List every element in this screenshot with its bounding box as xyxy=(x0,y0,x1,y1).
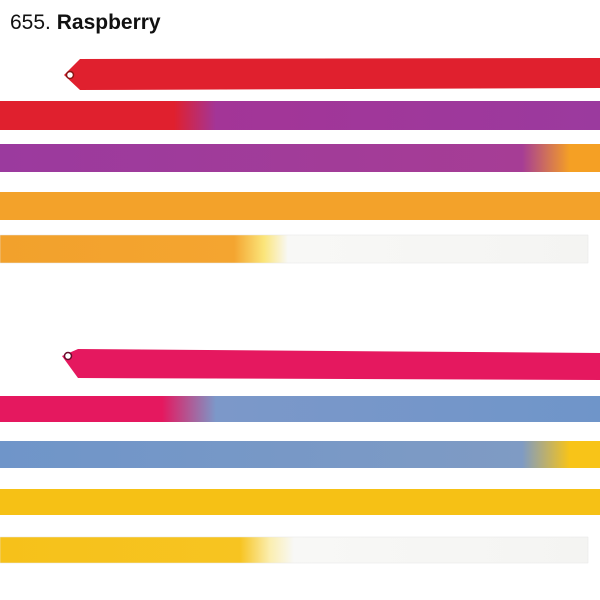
ribbon xyxy=(64,58,600,90)
ribbon xyxy=(0,536,589,564)
product-name: Raspberry xyxy=(56,11,161,34)
ribbon xyxy=(0,234,589,264)
ribbon xyxy=(62,349,600,380)
grommet xyxy=(63,351,73,361)
ribbon xyxy=(0,192,600,220)
product-number: 655. xyxy=(10,11,51,34)
grommet xyxy=(65,70,75,80)
ribbon xyxy=(0,396,600,422)
ribbon xyxy=(0,441,600,468)
ribbon xyxy=(0,101,600,130)
title: 655. Raspberry xyxy=(10,10,161,36)
ribbon xyxy=(0,489,600,515)
ribbon xyxy=(0,144,600,172)
